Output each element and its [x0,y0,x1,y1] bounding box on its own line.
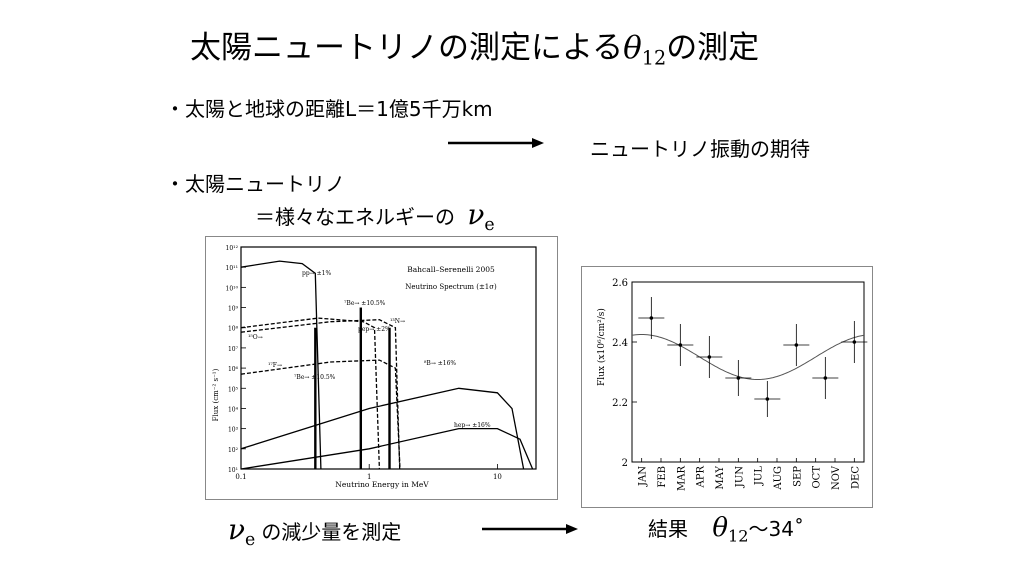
bullet-distance: ・太陽と地球の距離L＝1億5千万km [165,97,493,121]
season-data-point [649,316,654,320]
spectrum-y-tick-label: 10¹² [226,245,239,252]
season-x-tick-label: FEB [657,466,668,488]
season-data-point [765,397,770,401]
season-x-tick-label: APR [696,466,707,489]
spectrum-series-pp [240,260,322,470]
spectrum-series-label: ⁸B→ ±16% [424,360,456,367]
result: 結果 θ12〜34˚ [648,513,804,546]
season-y-tick-label: 2.2 [612,398,628,409]
theta-symbol: θ12 [623,30,667,70]
spectrum-y-tick-label: 10⁴ [228,406,239,413]
season-model-curve [631,334,865,380]
seasonal-flux-chart: Flux (x10⁶/cm²/s) 2 2.2 2.4 2.6 JAN FEB MAR APR… [596,278,868,491]
spectrum-line-source [359,307,363,469]
season-x-tick-label: JUN [734,466,745,488]
neutrino-spectrum-figure: Flux (cm⁻² s⁻¹) Neutrino Energy in MeV B… [205,236,558,500]
spectrum-y-tick-label: 10⁵ [228,386,239,393]
season-x-tick-label: AUG [773,466,784,491]
spectrum-y-tick-label: 10² [228,447,239,454]
spectrum-series-8B [240,387,525,470]
season-x-tick-label: MAY [715,466,726,490]
spectrum-y-tick-label: 10¹ [228,467,238,474]
spectrum-series-label: ¹⁵O→ [248,334,263,341]
season-data-point [823,376,828,380]
season-data-point [736,376,741,380]
neutrino-spectrum-chart: Flux (cm⁻² s⁻¹) Neutrino Energy in MeV B… [212,245,537,489]
spectrum-y-tick-label: 10⁹ [228,306,239,313]
season-x-tick-label: DEC [850,466,861,489]
spectrum-series-15O [240,319,401,470]
arrow-right-icon [482,524,578,534]
spectrum-title: Bahcall–Serenelli 2005 [407,265,495,274]
spectrum-xlabel: Neutrino Energy in MeV [335,480,429,489]
season-plot-frame [631,281,865,463]
spectrum-series-label: pp→ ±1% [302,270,331,277]
nu-e-symbol-bottom: νe [228,513,256,551]
season-x-tick-label: MAR [676,466,687,491]
title-text: 太陽ニュートリノの測定による [190,30,624,66]
spectrum-ylabel: Flux (cm⁻² s⁻¹) [212,368,220,421]
season-x-tick-label: JUL [754,466,765,486]
spectrum-x-tick-label: 1 [367,473,371,481]
spectrum-series-13N [240,317,381,470]
title-suffix: の測定 [666,30,760,66]
season-y-tick-label: 2.4 [612,338,628,349]
season-x-tick-label: NOV [831,465,842,490]
spectrum-line-source [388,327,391,469]
spectrum-series-label: ¹³N→ [390,318,405,325]
slide-title: 太陽ニュートリノの測定によるθ12の測定 [190,22,759,70]
season-y-tick-label: 2 [622,458,628,469]
spectrum-x-tick-label: 0.1 [235,473,246,481]
spectrum-line-source [314,327,317,469]
season-x-tick-label: SEP [792,466,803,487]
season-y-tick-label: 2.6 [612,278,628,289]
theta12-symbol: θ12 [712,513,749,546]
season-x-tick-label: JAN [638,466,649,487]
nu-e-symbol: νe [467,198,495,236]
season-x-tick-label: OCT [812,466,823,489]
spectrum-y-tick-label: 10¹⁰ [226,285,239,292]
spectrum-series-label: ⁷Be→ ±10.5% [344,300,386,307]
season-ylabel: Flux (x10⁶/cm²/s) [596,308,607,386]
spectrum-series-label: ⁷Be→ ±10.5% [294,374,336,381]
season-data-point [852,340,857,344]
season-data-point [794,343,799,347]
spectrum-y-tick-label: 10⁶ [228,366,239,373]
spectrum-subtitle: Neutrino Spectrum (±1σ) [405,283,497,291]
spectrum-y-tick-label: 10³ [228,427,239,434]
spectrum-y-tick-label: 10⁸ [228,326,239,333]
season-data-point [678,343,683,347]
spectrum-series-label: hep→ ±16% [454,422,491,429]
spectrum-y-tick-label: 10¹¹ [226,265,238,272]
spectrum-x-tick-label: 10 [493,473,502,481]
spectrum-series-17F [240,359,401,470]
oscillation-expectation: ニュートリノ振動の期待 [590,137,810,161]
season-data-point [707,355,712,359]
measure-depletion: νe の減少量を測定 [228,513,402,551]
bullet-various-energies: ＝様々なエネルギーの νe [255,198,495,236]
spectrum-y-tick-label: 10⁷ [228,346,239,353]
spectrum-series-hep [240,427,534,470]
spectrum-series-label: ¹⁷F→ [268,362,282,369]
seasonal-flux-figure: Flux (x10⁶/cm²/s) 2 2.2 2.4 2.6 JAN FEB MAR APR… [581,266,873,508]
spectrum-series-label: pep→ ±2% [358,326,391,333]
bullet-solar-neutrino: ・太陽ニュートリノ [165,172,345,196]
arrow-right-icon [448,138,544,148]
